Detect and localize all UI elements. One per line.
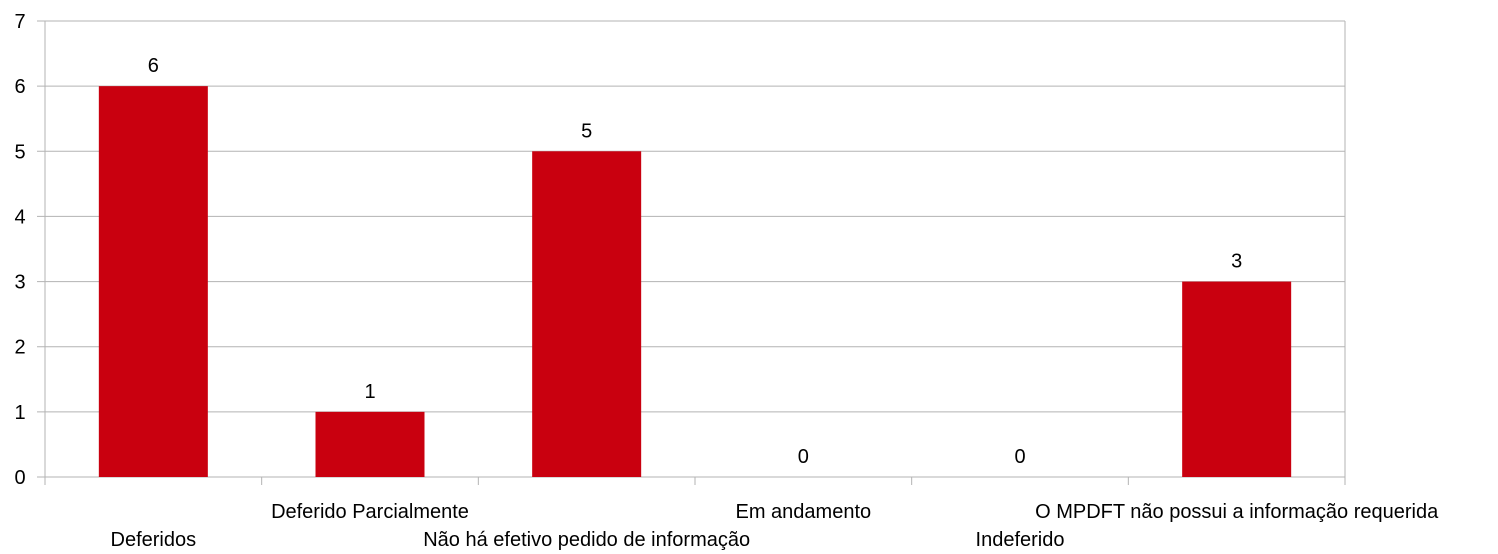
data-label: 3 xyxy=(1231,251,1242,273)
data-label: 0 xyxy=(798,446,809,468)
x-category-label: Indeferido xyxy=(976,529,1065,551)
bar xyxy=(315,411,425,477)
y-tick-label: 6 xyxy=(14,76,25,98)
bar xyxy=(98,86,208,478)
y-axis-ticks: 0 1 2 3 4 5 6 7 xyxy=(14,11,25,489)
y-tick-label: 1 xyxy=(14,402,25,424)
data-labels: 6 1 5 0 0 3 xyxy=(148,55,1242,468)
y-tick-label: 3 xyxy=(14,272,25,294)
data-label: 1 xyxy=(364,381,375,403)
bar xyxy=(532,151,642,478)
x-category-label: Em andamento xyxy=(736,501,872,523)
x-category-label: O MPDFT não possui a informação requerid… xyxy=(1035,501,1439,523)
x-axis-categories: Deferidos Deferido Parcialmente Não há efe… xyxy=(111,501,1440,551)
bars xyxy=(98,86,1292,478)
y-tick-label: 7 xyxy=(14,11,25,33)
y-tick-label: 0 xyxy=(14,467,25,489)
bar xyxy=(1182,281,1292,477)
x-category-label: Deferidos xyxy=(111,529,197,551)
y-tick-label: 5 xyxy=(14,141,25,163)
data-label: 6 xyxy=(148,55,159,77)
y-tick-label: 2 xyxy=(14,337,25,359)
y-tick-label: 4 xyxy=(14,206,25,228)
data-label: 0 xyxy=(1014,446,1025,468)
x-category-label: Deferido Parcialmente xyxy=(271,501,469,523)
x-category-label: Não há efetivo pedido de informação xyxy=(423,529,750,551)
gridlines xyxy=(37,20,1346,485)
data-label: 5 xyxy=(581,120,592,142)
